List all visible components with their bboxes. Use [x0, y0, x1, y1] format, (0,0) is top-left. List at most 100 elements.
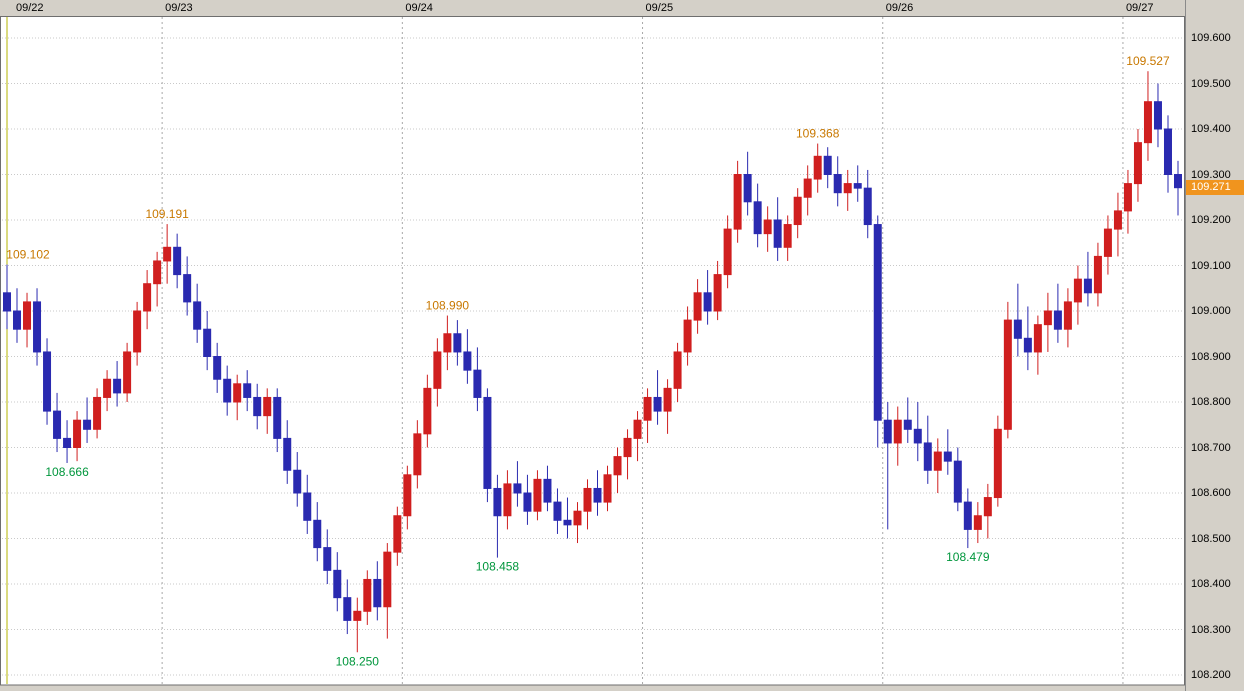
candle-down [373, 561, 382, 621]
price-tick-label: 109.300 [1191, 168, 1231, 181]
price-tick-label: 108.900 [1191, 350, 1231, 363]
candle-body [493, 487, 502, 517]
price-tick-label: 108.600 [1191, 487, 1231, 499]
low-annotation: 108.458 [476, 560, 520, 574]
candle-body [603, 474, 612, 503]
candle-body [1073, 278, 1082, 303]
candle-down [463, 329, 472, 384]
candle-down [943, 429, 952, 475]
candle-body [873, 224, 882, 421]
candle-down [1023, 306, 1032, 371]
candle-up [713, 260, 722, 321]
candle-body [503, 483, 512, 517]
candle-body [583, 487, 592, 512]
candle-down [513, 461, 522, 507]
candle-body [553, 501, 562, 521]
candle-down [213, 342, 222, 393]
current-price-badge: 109.271 [1186, 179, 1244, 195]
date-label: 09/27 [1125, 2, 1154, 14]
candle-body [173, 246, 182, 276]
candle-up [263, 388, 272, 434]
candle-down [853, 165, 862, 202]
candle-body [283, 437, 292, 471]
candle-down [173, 233, 182, 289]
candle-down [223, 365, 232, 416]
candle-body [33, 301, 42, 353]
candle-body [373, 578, 382, 608]
candle-down [523, 474, 532, 525]
candle-body [963, 501, 972, 530]
candle-up [973, 502, 982, 544]
candle-down [493, 474, 502, 558]
candle-body [383, 551, 392, 608]
candle-body [463, 351, 472, 371]
date-label: 09/25 [645, 2, 674, 14]
candle-down [743, 151, 752, 216]
candle-up [993, 415, 1002, 507]
price-tick-label: 109.500 [1191, 77, 1231, 90]
candle-body [1023, 337, 1032, 353]
candle-down [903, 397, 912, 443]
candle-up [413, 420, 422, 489]
candle-body [823, 155, 832, 176]
candle-down [553, 488, 562, 534]
candle-body [793, 196, 802, 226]
candle-body [453, 333, 462, 353]
candle-up [93, 388, 102, 439]
candle-body [613, 456, 622, 476]
candle-down [883, 402, 892, 530]
candle-down [193, 283, 202, 343]
candle-body [813, 155, 822, 180]
candle-body [1133, 142, 1142, 185]
high-annotation: 109.527 [1126, 54, 1170, 68]
candle-body [83, 419, 92, 430]
candle-body [633, 419, 642, 439]
candle-up [1123, 169, 1132, 234]
candle-body [1163, 128, 1172, 175]
candle-body [143, 283, 152, 312]
candle-body [933, 451, 942, 471]
candle-up [23, 292, 32, 348]
candle-body [853, 183, 862, 189]
candle-down [1013, 283, 1022, 357]
candle-down [63, 420, 72, 463]
candle-up [633, 411, 642, 462]
candle-body [1113, 210, 1122, 230]
price-tick-label: 109.200 [1191, 214, 1231, 226]
candle-body [903, 419, 912, 430]
candle-body [863, 187, 872, 226]
candle-down [1173, 160, 1182, 216]
candle-up [153, 251, 162, 307]
candle-down [753, 183, 762, 248]
candle-down [863, 169, 872, 239]
candle-down [333, 552, 342, 612]
candle-up [573, 502, 582, 544]
high-annotation: 109.102 [6, 248, 50, 262]
candle-body [213, 356, 222, 380]
candle-up [233, 374, 242, 421]
candle-body [743, 174, 752, 203]
price-axis: 109.271 109.600 109.500 109.400 109.300 109.… [1185, 0, 1244, 691]
candle-body [623, 437, 632, 458]
candle-up [103, 370, 112, 412]
candle-up [843, 169, 852, 211]
candle-body [473, 369, 482, 398]
candle-up [733, 160, 742, 243]
low-annotation: 108.666 [45, 465, 89, 479]
candle-down [873, 215, 882, 448]
candle-body [733, 174, 742, 230]
candle-body [233, 383, 242, 403]
candle-body [1053, 310, 1062, 330]
candle-body [803, 178, 812, 198]
candle-down [823, 147, 832, 189]
candle-body [833, 174, 842, 194]
candle-body [333, 569, 342, 599]
candle-down [963, 488, 972, 549]
candle-up [423, 374, 432, 448]
candle-body [563, 519, 572, 526]
price-tick-label: 108.700 [1191, 441, 1231, 454]
candle-body [783, 224, 792, 248]
high-annotation: 109.191 [145, 207, 189, 221]
candle-up [693, 279, 702, 334]
candle-body [403, 474, 412, 517]
